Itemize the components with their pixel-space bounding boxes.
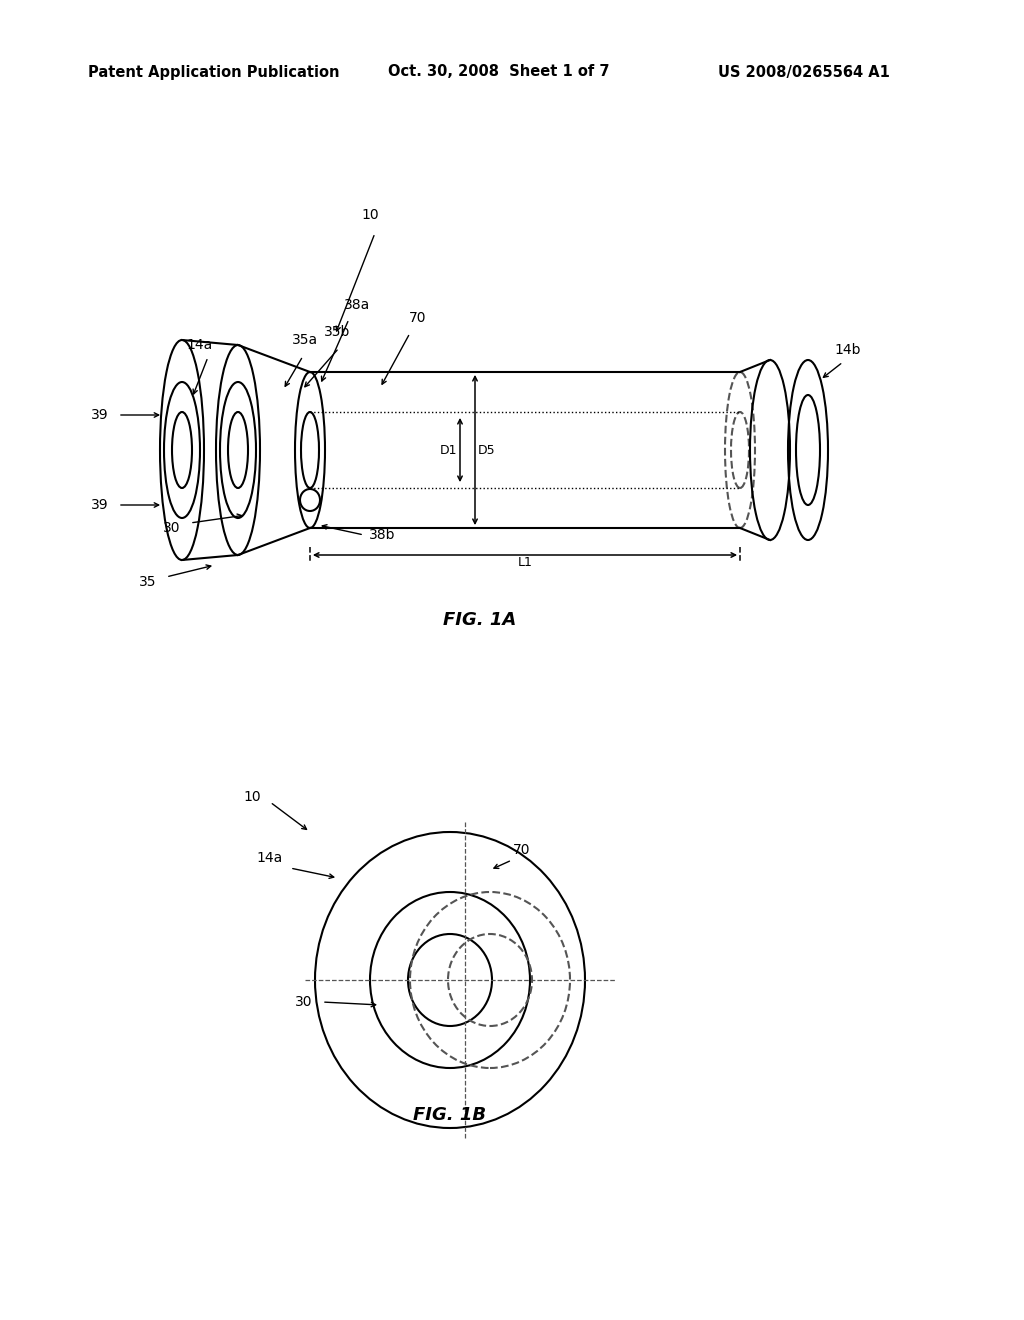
Text: 30: 30 xyxy=(295,995,312,1008)
Text: 30: 30 xyxy=(163,521,181,535)
Text: 14a: 14a xyxy=(257,851,283,865)
Text: D5: D5 xyxy=(478,444,496,457)
Text: 35b: 35b xyxy=(324,325,350,339)
Text: 70: 70 xyxy=(410,312,427,325)
Text: 14a: 14a xyxy=(186,338,213,352)
Text: 10: 10 xyxy=(361,209,379,222)
Text: US 2008/0265564 A1: US 2008/0265564 A1 xyxy=(718,65,890,79)
Text: 35: 35 xyxy=(139,576,157,589)
Text: 38a: 38a xyxy=(344,298,370,312)
Text: D1: D1 xyxy=(439,444,457,457)
Text: 39: 39 xyxy=(91,498,109,512)
Text: 14b: 14b xyxy=(835,343,861,356)
Text: FIG. 1B: FIG. 1B xyxy=(414,1106,486,1125)
Text: 10: 10 xyxy=(243,789,261,804)
Text: 39: 39 xyxy=(91,408,109,422)
Text: 70: 70 xyxy=(513,843,530,857)
Text: 38b: 38b xyxy=(369,528,395,543)
Text: Oct. 30, 2008  Sheet 1 of 7: Oct. 30, 2008 Sheet 1 of 7 xyxy=(388,65,609,79)
Text: FIG. 1A: FIG. 1A xyxy=(443,611,517,630)
Text: 35a: 35a xyxy=(292,333,318,347)
Text: Patent Application Publication: Patent Application Publication xyxy=(88,65,340,79)
Text: L1: L1 xyxy=(517,556,532,569)
